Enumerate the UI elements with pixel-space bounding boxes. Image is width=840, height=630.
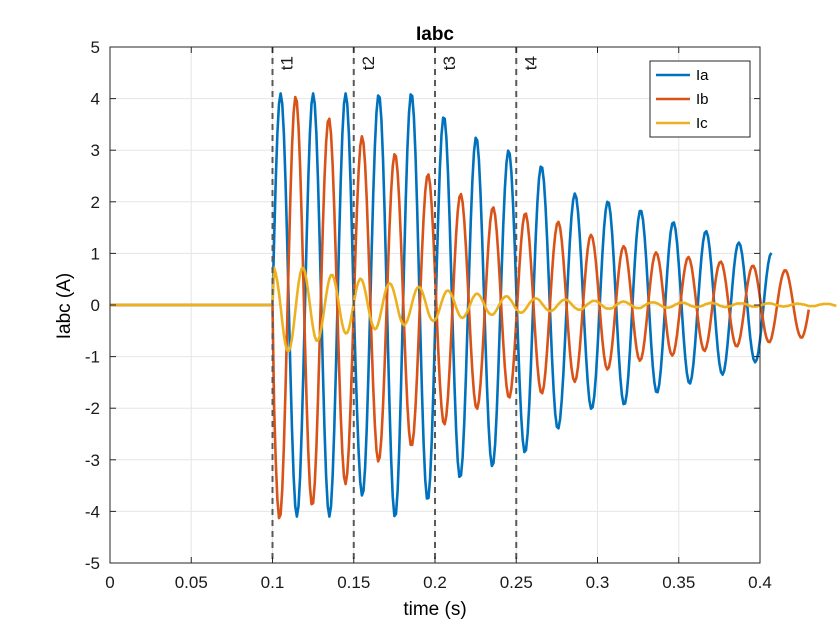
x-tick-label: 0.25 bbox=[500, 573, 533, 592]
x-axis-label: time (s) bbox=[403, 599, 466, 620]
event-label-t3: t3 bbox=[440, 56, 459, 70]
x-tick-label: 0.35 bbox=[662, 573, 695, 592]
event-label-t1: t1 bbox=[278, 56, 297, 70]
legend-label-ic: Ic bbox=[696, 115, 708, 132]
x-tick-label: 0.05 bbox=[175, 573, 208, 592]
events-layer: t1 t2 t3 t4 bbox=[271, 47, 540, 563]
series-line-ic bbox=[110, 266, 837, 353]
y-ticks: -5 -4 -3 -2 -1 0 1 2 3 4 5 bbox=[85, 38, 760, 573]
event-label-t4: t4 bbox=[521, 56, 540, 70]
chart-title: Iabc bbox=[416, 24, 454, 45]
event-label-t2: t2 bbox=[359, 56, 378, 70]
x-tick-label: 0.15 bbox=[337, 573, 370, 592]
legend: Ia Ib Ic bbox=[649, 60, 751, 138]
x-tick-label: 0.4 bbox=[748, 573, 772, 592]
legend-label-ib: Ib bbox=[696, 91, 709, 108]
series-layer bbox=[110, 92, 837, 520]
x-tick-label: 0.3 bbox=[586, 573, 610, 592]
y-tick-label: 3 bbox=[91, 141, 100, 160]
x-tick-label: 0 bbox=[105, 573, 114, 592]
y-axis-label: Iabc (A) bbox=[54, 273, 75, 340]
y-tick-label: 2 bbox=[91, 193, 100, 212]
y-tick-label: -4 bbox=[85, 502, 100, 521]
y-tick-label: -1 bbox=[85, 348, 100, 367]
legend-label-ia: Ia bbox=[696, 67, 709, 84]
y-tick-label: 4 bbox=[91, 90, 100, 109]
x-tick-label: 0.2 bbox=[423, 573, 447, 592]
x-ticks: 0 0.05 0.1 0.15 0.2 0.25 0.3 0.35 0.4 bbox=[105, 47, 772, 592]
y-tick-label: 5 bbox=[91, 38, 100, 57]
y-tick-label: 1 bbox=[91, 244, 100, 263]
y-tick-label: -2 bbox=[85, 399, 100, 418]
x-tick-label: 0.1 bbox=[261, 573, 285, 592]
y-tick-label: 0 bbox=[91, 296, 100, 315]
y-tick-label: -3 bbox=[85, 451, 100, 470]
y-tick-label: -5 bbox=[85, 554, 100, 573]
